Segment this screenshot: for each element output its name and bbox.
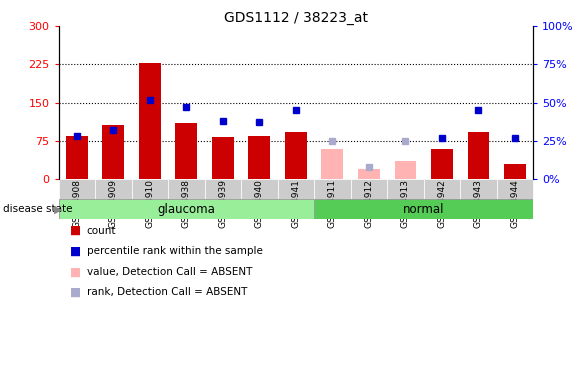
Bar [460, 179, 497, 199]
Text: GSM44909: GSM44909 [109, 179, 118, 228]
Text: ■: ■ [70, 224, 81, 237]
Text: GSM44912: GSM44912 [364, 179, 373, 228]
Text: ■: ■ [70, 286, 81, 299]
Bar [212, 137, 234, 179]
Bar [504, 164, 526, 179]
Text: GSM44910: GSM44910 [145, 179, 154, 228]
Text: GSM44940: GSM44940 [255, 179, 264, 228]
Bar [358, 169, 380, 179]
Bar [431, 149, 453, 179]
Text: glaucoma: glaucoma [158, 202, 215, 216]
Bar [248, 136, 270, 179]
Bar [497, 179, 533, 199]
Bar [132, 179, 168, 199]
Text: ■: ■ [70, 266, 81, 278]
Bar [139, 63, 161, 179]
Text: percentile rank within the sample: percentile rank within the sample [87, 246, 263, 256]
Text: GSM44942: GSM44942 [438, 179, 447, 228]
Text: GSM44938: GSM44938 [182, 179, 191, 228]
Text: GSM44913: GSM44913 [401, 179, 410, 228]
Text: rank, Detection Call = ABSENT: rank, Detection Call = ABSENT [87, 288, 247, 297]
Bar [285, 132, 307, 179]
Text: ■: ■ [70, 245, 81, 258]
Bar [168, 179, 205, 199]
Bar [350, 179, 387, 199]
Text: GSM44941: GSM44941 [291, 179, 301, 228]
Bar [468, 132, 489, 179]
Bar [175, 123, 197, 179]
Bar [59, 179, 95, 199]
Bar [424, 179, 460, 199]
Text: GSM44939: GSM44939 [219, 179, 227, 228]
Bar [66, 136, 88, 179]
Bar [314, 179, 350, 199]
Text: count: count [87, 226, 116, 236]
Bar [387, 179, 424, 199]
Text: value, Detection Call = ABSENT: value, Detection Call = ABSENT [87, 267, 252, 277]
Bar [322, 149, 343, 179]
Text: normal: normal [403, 202, 444, 216]
Text: ▶: ▶ [54, 205, 63, 215]
Text: GSM44908: GSM44908 [72, 179, 81, 228]
Text: GSM44943: GSM44943 [474, 179, 483, 228]
Text: GSM44911: GSM44911 [328, 179, 337, 228]
Title: GDS1112 / 38223_at: GDS1112 / 38223_at [224, 11, 368, 25]
Bar [241, 179, 278, 199]
Bar [95, 179, 132, 199]
Bar [278, 179, 314, 199]
Bar [103, 126, 124, 179]
Bar [394, 161, 417, 179]
Text: disease state: disease state [3, 204, 73, 214]
Text: GSM44944: GSM44944 [510, 179, 520, 228]
Bar [205, 179, 241, 199]
